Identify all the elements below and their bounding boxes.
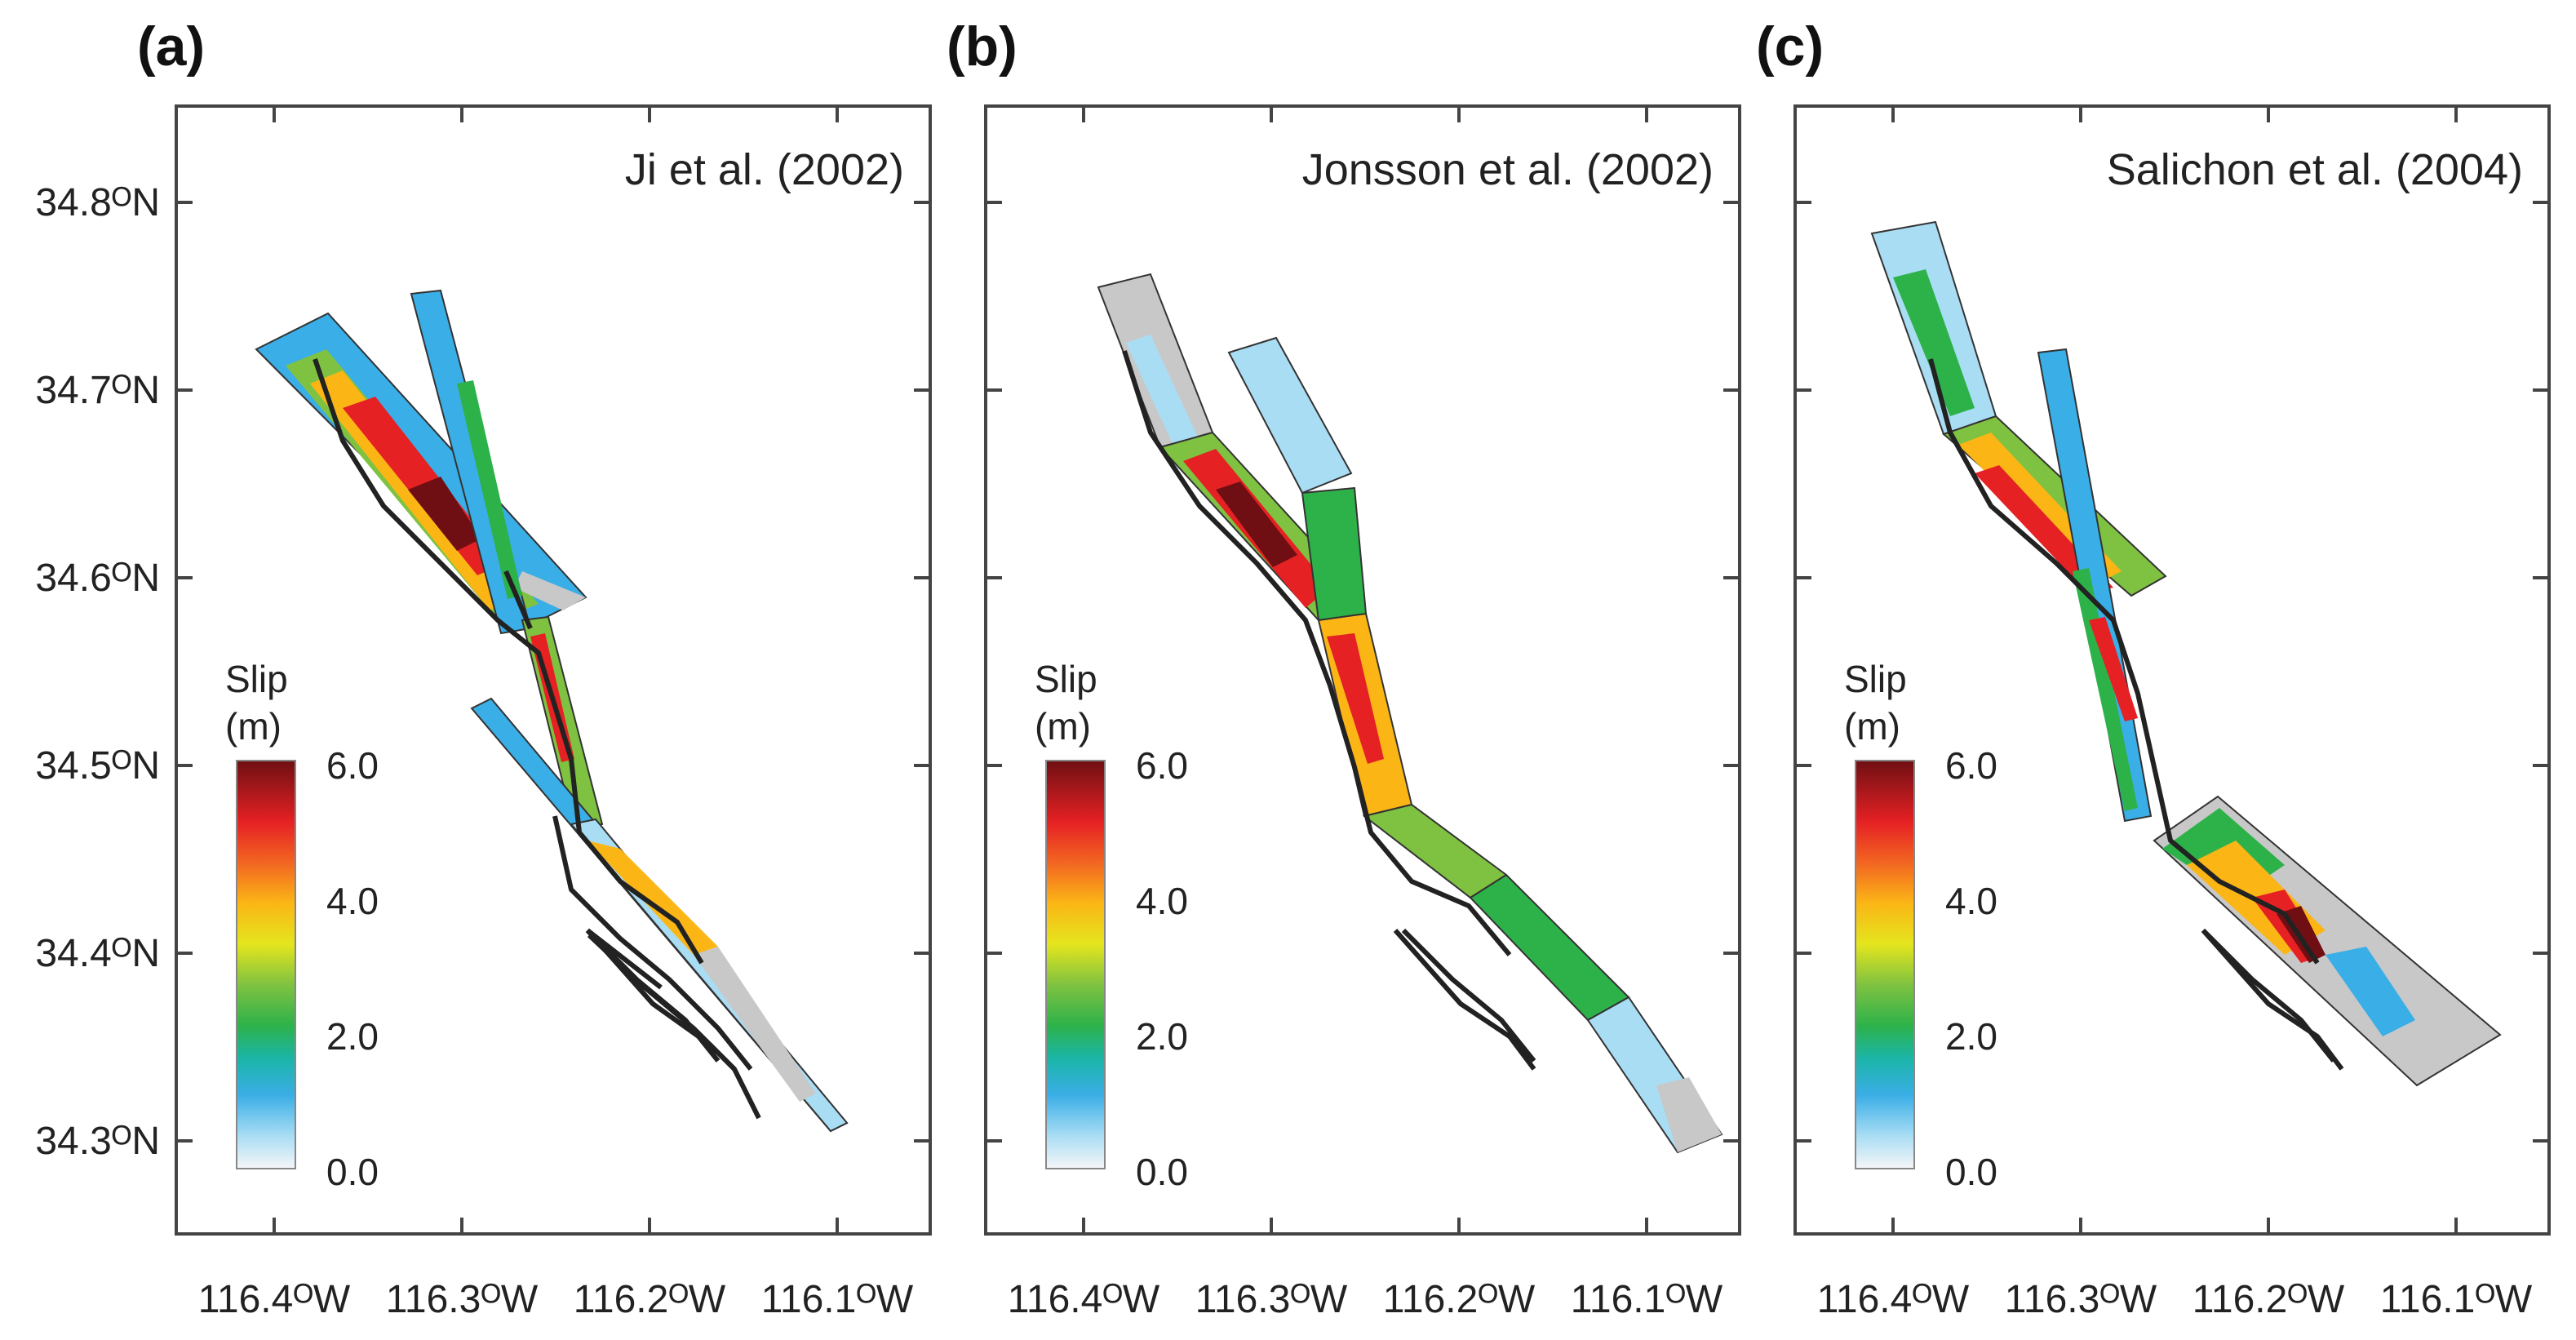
panel-b-x-tick-116-4: 116.4ᴼW: [1008, 1278, 1160, 1321]
panel-b-x-tick-116-1: 116.1ᴼW: [1571, 1278, 1723, 1321]
panel-c-colorbar-tick-4: 4.0: [1945, 880, 1997, 922]
y-tick-label-34-8: 34.8ᴼN: [35, 181, 160, 224]
panel-a-slip-zone-7: [587, 841, 718, 955]
panel-a-slip-zone-4: [408, 477, 481, 551]
panel-c-slip-zone-5: [2089, 617, 2138, 721]
panel-a-unresolved-patch-2: [694, 947, 816, 1102]
y-tick-label-34-7: 34.7ᴼN: [35, 369, 160, 412]
panel-c-slip-patches: [1870, 220, 2502, 1087]
panel-b-colorbar-tick-4: 4.0: [1136, 880, 1188, 922]
panel-c-surface-rupture: [1928, 358, 2344, 1071]
panel-c-colorbar-scale: [1855, 760, 1915, 1169]
panel-b-surface-rupture: [1122, 350, 1536, 1071]
panel-a-colorbar-tick-4: 4.0: [326, 880, 379, 922]
panel-a-x-tick-116-4: 116.4ᴼW: [198, 1278, 351, 1321]
panel-b-x-tick-116-2: 116.2ᴼW: [1383, 1278, 1536, 1321]
panel-c-slip-zone-10: [2325, 947, 2415, 1036]
panel-a-colorbar-unit: (m): [225, 705, 282, 748]
panel-c-colorbar-tick-2: 2.0: [1945, 1015, 1997, 1058]
panel-c-slip-zone-1: [1893, 269, 1975, 416]
panel-c-colorbar-unit: (m): [1844, 705, 1900, 748]
panel-a-colorbar-tick-2: 2.0: [326, 1015, 379, 1058]
panel-b: Jonsson et al. (2002): [984, 104, 1741, 1321]
panel-a-colorbar-tick-0: 0.0: [326, 1151, 379, 1193]
panel-a-slip-zone-5: [457, 380, 522, 599]
panel-c-colorbar-tick-6: 6.0: [1945, 744, 1997, 787]
panel-a-ticks: [176, 106, 930, 1234]
panel-a-slip-patches: [255, 289, 849, 1133]
panel-b-slip-patches: [1097, 273, 1723, 1154]
panel-c-label: (c): [1756, 16, 1824, 78]
panel-c-x-tick-116-2: 116.2ᴼW: [2192, 1278, 2345, 1321]
panel-b-title: Jonsson et al. (2002): [1302, 145, 1714, 194]
panel-b-segment-north-branch: [1227, 336, 1353, 495]
panel-a: Ji et al. (2002): [35, 104, 932, 1321]
panel-b-colorbar: Slip (m) 6.0 4.0 2.0 0.0: [1035, 658, 1188, 1193]
panel-c-title: Salichon et al. (2004): [2107, 145, 2523, 194]
panel-b-colorbar-tick-6: 6.0: [1136, 744, 1188, 787]
panel-a-x-tick-116-2: 116.2ᴼW: [574, 1278, 726, 1321]
panel-a-colorbar-title: Slip: [225, 658, 288, 700]
y-tick-label-34-4: 34.4ᴼN: [35, 932, 160, 975]
panel-b-slip-zone-4: [1327, 633, 1384, 764]
panel-b-x-axis-labels: 116.4ᴼW 116.3ᴼW 116.2ᴼW 116.1ᴼW: [1008, 1278, 1723, 1321]
panel-a-label: (a): [137, 16, 206, 78]
panel-b-colorbar-tick-2: 2.0: [1136, 1015, 1188, 1058]
panel-c-colorbar-title: Slip: [1844, 658, 1907, 700]
panel-c-slip-zone-4: [2073, 568, 2138, 811]
panel-c-colorbar: Slip (m) 6.0 4.0 2.0 0.0: [1844, 658, 1997, 1193]
panel-c-x-tick-116-3: 116.3ᴼW: [2005, 1278, 2157, 1321]
y-tick-label-34-3: 34.3ᴼN: [35, 1120, 160, 1163]
panel-b-unresolved-patch: [1656, 1077, 1722, 1152]
panel-a-colorbar-scale: [236, 760, 296, 1169]
panel-b-slip-zone-1: [1126, 335, 1199, 449]
panel-a-y-axis-labels: 34.8ᴼN 34.7ᴼN 34.6ᴼN 34.5ᴼN 34.4ᴼN 34.3ᴼ…: [35, 181, 160, 1163]
panel-b-colorbar-tick-0: 0.0: [1136, 1151, 1188, 1193]
panel-c-colorbar-tick-0: 0.0: [1945, 1151, 1997, 1193]
panel-a-x-axis-labels: 116.4ᴼW 116.3ᴼW 116.2ᴼW 116.1ᴼW: [198, 1278, 914, 1321]
panel-a-colorbar-tick-6: 6.0: [326, 744, 379, 787]
y-tick-label-34-6: 34.6ᴼN: [35, 557, 160, 600]
panel-a-title: Ji et al. (2002): [625, 145, 904, 194]
panel-b-ticks: [986, 106, 1740, 1234]
panel-a-frame: [175, 104, 932, 1236]
panel-c-x-tick-116-1: 116.1ᴼW: [2380, 1278, 2533, 1321]
y-tick-label-34-5: 34.5ᴼN: [35, 744, 160, 788]
panel-b-colorbar-unit: (m): [1035, 705, 1091, 748]
panel-a-colorbar: Slip (m) 6.0 4.0 2.0 0.0: [225, 658, 379, 1193]
panel-a-surface-rupture: [313, 358, 761, 1120]
panel-b-colorbar-scale: [1045, 760, 1106, 1169]
panel-b-label: (b): [947, 16, 1018, 78]
panel-c-x-tick-116-4: 116.4ᴼW: [1817, 1278, 1970, 1321]
panel-c-ticks: [1795, 106, 2549, 1234]
panel-b-slip-zone-3: [1216, 481, 1297, 567]
panel-b-x-tick-116-3: 116.3ᴼW: [1195, 1278, 1348, 1321]
panel-b-colorbar-title: Slip: [1035, 658, 1097, 700]
panel-c-x-axis-labels: 116.4ᴼW 116.3ᴼW 116.2ᴼW 116.1ᴼW: [1817, 1278, 2533, 1321]
panel-a-x-tick-116-1: 116.1ᴼW: [761, 1278, 914, 1321]
panel-a-unresolved-patch: [514, 571, 586, 610]
panel-a-x-tick-116-3: 116.3ᴼW: [386, 1278, 539, 1321]
panel-c: Salichon et al. (2004): [1793, 104, 2551, 1321]
